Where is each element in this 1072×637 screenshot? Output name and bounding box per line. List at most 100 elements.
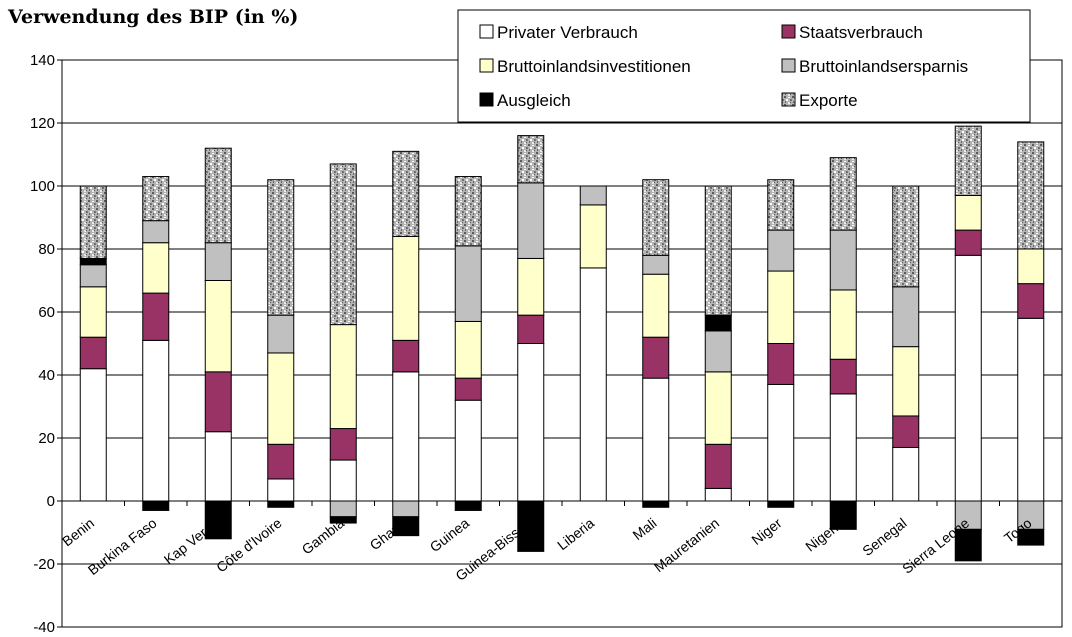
bar-segment [392, 516, 420, 537]
bar-segment [704, 443, 732, 489]
category-label: Burkina Faso [85, 515, 160, 579]
bar-segment [517, 500, 545, 552]
legend-label: Staatsverbrauch [799, 23, 923, 42]
bar-segment [79, 264, 107, 288]
bar-segment [392, 371, 420, 502]
bar-segment [579, 185, 607, 206]
bar-segment [954, 254, 982, 502]
bar-segment [829, 358, 857, 395]
bar-segment [642, 254, 670, 275]
category-label: Kap Verde [161, 515, 223, 568]
bar-segment [454, 399, 482, 502]
bar-segment [267, 500, 295, 508]
bar-segment [454, 245, 482, 322]
bar-segment [829, 289, 857, 360]
bar-segment [954, 528, 982, 562]
y-tick-label: -40 [33, 619, 55, 636]
bar-segment [1017, 141, 1045, 250]
bar-segment [767, 270, 795, 344]
category-label: Nigeria [802, 515, 847, 555]
bar-segment [579, 267, 607, 502]
y-tick-label: 20 [38, 430, 55, 447]
bar-segment [704, 314, 732, 332]
chart-title: Verwendung des BIP (in %) [8, 6, 299, 28]
bar-segment [579, 204, 607, 269]
bar-segment [892, 415, 920, 448]
bar-segment [142, 500, 170, 511]
y-tick-label: 120 [30, 115, 55, 132]
category-label: Niger [748, 515, 784, 548]
bar-segment [79, 185, 107, 259]
bar-segment [1017, 317, 1045, 502]
bar-segment [329, 163, 357, 326]
legend-swatch [781, 58, 796, 73]
bar-segment [142, 220, 170, 244]
bar-segment [267, 179, 295, 316]
legend-label: Bruttoinlandsersparnis [799, 57, 968, 76]
category-label: Mali [630, 515, 660, 543]
legend-swatch [479, 58, 494, 73]
bar-segment [267, 443, 295, 480]
y-tick-label: 140 [30, 52, 55, 69]
bar-segment [392, 235, 420, 341]
bar-segment [1017, 283, 1045, 319]
bar-segment [704, 185, 732, 316]
bar-segment [954, 194, 982, 231]
bar-segment [79, 368, 107, 502]
bar-segment [767, 383, 795, 502]
category-label: Benin [59, 515, 97, 550]
bar-segment [204, 431, 232, 502]
bar-segment [329, 500, 357, 518]
bar-segment [642, 179, 670, 256]
bar-segment [829, 229, 857, 291]
bar-segment [454, 320, 482, 379]
legend-label: Exporte [799, 91, 858, 110]
y-tick-label: 80 [38, 241, 55, 258]
y-tick-label: 0 [47, 493, 55, 510]
bar-segment [642, 500, 670, 508]
bar-segment [767, 229, 795, 272]
legend-swatch [781, 92, 796, 107]
bar-segment [204, 242, 232, 281]
y-tick-label: -20 [33, 556, 55, 573]
legend-label: Bruttoinlandsinvestitionen [497, 57, 691, 76]
y-tick-label: 100 [30, 178, 55, 195]
bar-segment [1017, 528, 1045, 546]
bar-segment [392, 150, 420, 237]
category-label: Gambia [299, 515, 348, 558]
bar-segment [892, 346, 920, 417]
bar-segment [204, 500, 232, 540]
bar-segment [517, 257, 545, 316]
category-label: Liberia [554, 515, 597, 554]
legend-swatch [781, 24, 796, 39]
bar-segment [204, 147, 232, 244]
bar-segment [204, 280, 232, 373]
bar-segment [767, 500, 795, 508]
bar-segment [704, 330, 732, 373]
bar-segment [329, 324, 357, 430]
category-label: Guinea [427, 515, 473, 556]
bar-segment [79, 257, 107, 266]
bar-segment [767, 179, 795, 231]
legend-box [457, 9, 1031, 123]
bar-segment [267, 478, 295, 502]
bar-segment [892, 446, 920, 502]
bar-segment [642, 377, 670, 502]
bar-segment [517, 314, 545, 344]
bar-segment [454, 500, 482, 511]
legend-label: Ausgleich [497, 91, 571, 110]
bar-segment [329, 516, 357, 524]
category-label: Senegal [859, 515, 909, 559]
bar-segment [392, 339, 420, 373]
bar-segment [517, 182, 545, 259]
bar-segment [1017, 500, 1045, 530]
bar-segment [767, 343, 795, 385]
bar-segment [892, 185, 920, 288]
bar-segment [704, 487, 732, 502]
bar-segment [454, 176, 482, 247]
bar-segment [79, 336, 107, 370]
bar-segment [829, 500, 857, 530]
legend: Privater Verbrauch Staatsverbrauch Bruttoi… [457, 9, 1031, 123]
bar-segment [142, 292, 170, 341]
